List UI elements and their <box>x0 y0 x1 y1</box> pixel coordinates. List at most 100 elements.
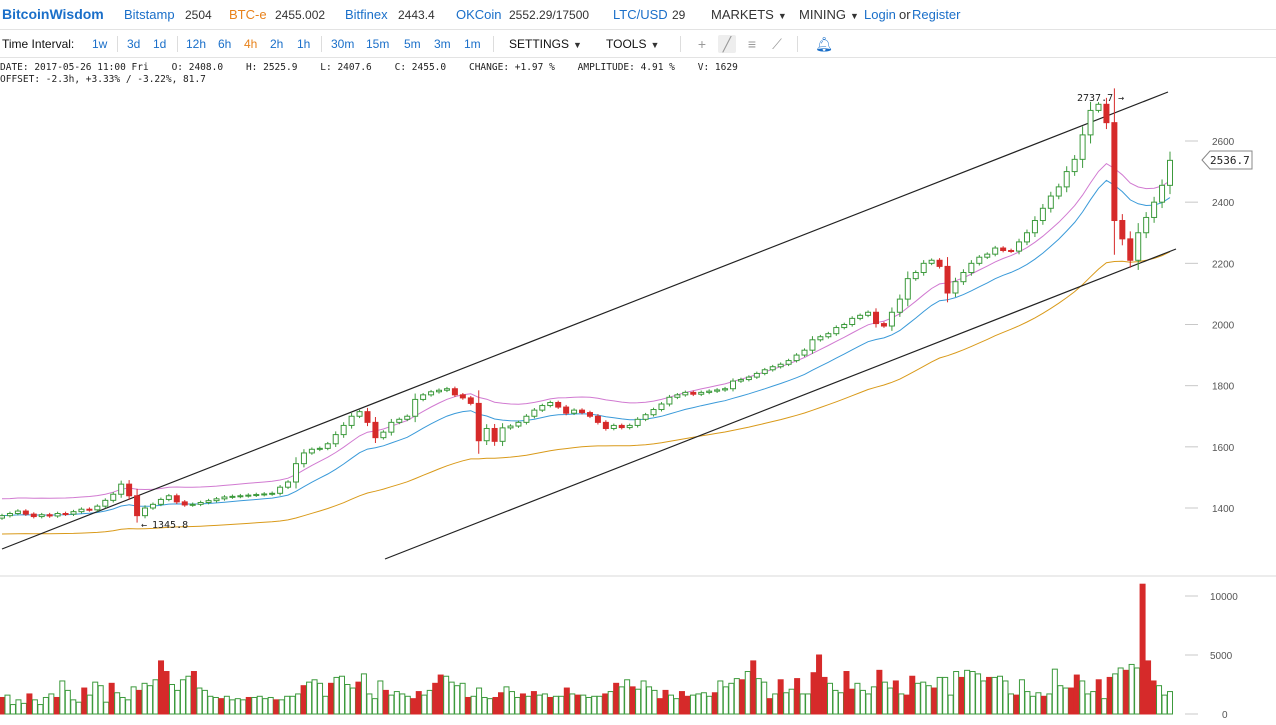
exchange-btce-price: 2455.002 <box>275 8 326 22</box>
interval-15m[interactable]: 15m <box>366 37 390 51</box>
candle-info-line: DATE: 2017-05-26 11:00 Fri O: 2408.0 H: … <box>0 62 738 73</box>
candle-body <box>157 498 164 505</box>
candle-body <box>277 486 284 494</box>
candle-body <box>118 483 125 495</box>
or-text: or <box>899 7 911 22</box>
exchange-bitfinex-link[interactable]: Bitfinex <box>345 7 388 22</box>
interval-1w[interactable]: 1w <box>92 37 108 51</box>
volume-bar <box>673 698 680 715</box>
volume-bar <box>317 682 324 715</box>
high-annotation: 2737.7 <box>1077 93 1113 104</box>
candle-body <box>483 427 490 442</box>
crosshair-icon[interactable]: + <box>697 36 707 52</box>
login-link[interactable]: Login <box>864 7 896 22</box>
candle-body <box>507 425 514 429</box>
interval-3m[interactable]: 3m <box>434 37 451 51</box>
brand-logo[interactable]: BitcoinWisdom <box>2 6 104 22</box>
trendline-tool-icon[interactable]: ╱ <box>718 35 736 53</box>
tools-menu[interactable]: TOOLS ▼ <box>606 37 659 51</box>
volume-bar <box>421 694 428 715</box>
volume-bar <box>678 691 685 715</box>
volume-bar <box>179 679 186 715</box>
interval-30m[interactable]: 30m <box>331 37 355 51</box>
settings-menu[interactable]: SETTINGS ▼ <box>509 37 582 51</box>
interval-3d[interactable]: 3d <box>127 37 141 51</box>
interval-12h[interactable]: 12h <box>186 37 207 51</box>
volume-bar <box>86 694 93 715</box>
chevron-down-icon: ▼ <box>573 40 582 50</box>
volume-bar <box>865 693 872 715</box>
candle-body <box>388 421 395 433</box>
volume-bar <box>931 687 938 715</box>
candle-body <box>420 394 427 400</box>
bell-icon[interactable]: 🔔︎ <box>815 36 833 52</box>
candle-body <box>1031 220 1038 234</box>
price-chart[interactable]: 1400 1600 1800 2000 2200 2400 2600 0 5000 10000 2… <box>0 58 1276 725</box>
exchange-bitstamp-link[interactable]: Bitstamp <box>124 7 175 22</box>
volume-bar <box>722 686 729 715</box>
volume-bar <box>816 654 823 715</box>
volume-bar <box>1123 669 1130 715</box>
candle-body <box>634 418 641 426</box>
interval-1d[interactable]: 1d <box>153 37 167 51</box>
interval-4h[interactable]: 4h <box>244 37 258 51</box>
exchange-btce-link[interactable]: BTC-e <box>229 7 267 22</box>
exchange-okcoin-link[interactable]: OKCoin <box>456 7 502 22</box>
volume-bar <box>958 676 965 715</box>
mining-menu-label: MINING <box>799 7 846 22</box>
current-price-label: 2536.7 <box>1210 154 1250 167</box>
volume-bar <box>295 693 302 715</box>
volume-bar <box>0 696 5 715</box>
candle-body <box>46 514 53 517</box>
candle-body <box>873 311 880 325</box>
volume-bar <box>147 685 154 715</box>
interval-6h[interactable]: 6h <box>218 37 232 51</box>
volume-bar <box>267 696 274 715</box>
volume-bar <box>9 704 16 715</box>
candle-body <box>896 298 903 313</box>
volume-bar <box>711 692 718 715</box>
volume-tick-label: 10000 <box>1210 592 1238 603</box>
candle-body <box>515 421 522 427</box>
candle-body <box>1119 220 1126 240</box>
candle-body <box>316 447 323 450</box>
mining-menu[interactable]: MINING ▼ <box>799 7 859 22</box>
volume-bar <box>185 675 192 715</box>
candle-body <box>1063 171 1070 188</box>
exchange-ltcusd-link[interactable]: LTC/USD <box>613 7 668 22</box>
volume-bar <box>328 682 335 715</box>
trend-channel <box>1 91 1177 560</box>
grid-lines <box>1185 140 1198 715</box>
interval-2h[interactable]: 2h <box>270 37 284 51</box>
interval-1m[interactable]: 1m <box>464 37 481 51</box>
candle-body <box>142 507 149 517</box>
volume-tick-label: 5000 <box>1210 651 1233 662</box>
time-interval-label: Time Interval: <box>2 37 75 51</box>
volume-bar <box>26 693 33 715</box>
candle-body <box>1008 249 1015 252</box>
volume-bar <box>437 674 444 715</box>
low-annotation: 1345.8 <box>152 520 188 531</box>
interval-1h[interactable]: 1h <box>297 37 311 51</box>
upper-trend-line <box>1 91 1169 550</box>
volume-bar <box>700 692 707 715</box>
price-tick-label: 1800 <box>1212 382 1235 393</box>
volume-bar <box>618 686 625 715</box>
volume-bar <box>662 689 669 715</box>
candle-body <box>443 388 450 391</box>
fan-tool-icon[interactable]: ⟋ <box>772 36 782 52</box>
volume-bar <box>503 686 510 715</box>
interval-5m[interactable]: 5m <box>404 37 421 51</box>
candle-body <box>1103 103 1110 124</box>
volume-bar <box>783 692 790 715</box>
volume-bar <box>914 682 921 715</box>
markets-menu[interactable]: MARKETS ▼ <box>711 7 787 22</box>
volume-bar <box>892 680 899 715</box>
candle-body <box>165 495 172 500</box>
register-link[interactable]: Register <box>912 7 961 22</box>
volume-bar <box>399 693 406 715</box>
volume-bar <box>870 686 877 715</box>
horizontal-lines-icon[interactable]: ≡ <box>747 36 757 52</box>
candle-body <box>1159 184 1166 203</box>
candle-body <box>523 415 530 423</box>
